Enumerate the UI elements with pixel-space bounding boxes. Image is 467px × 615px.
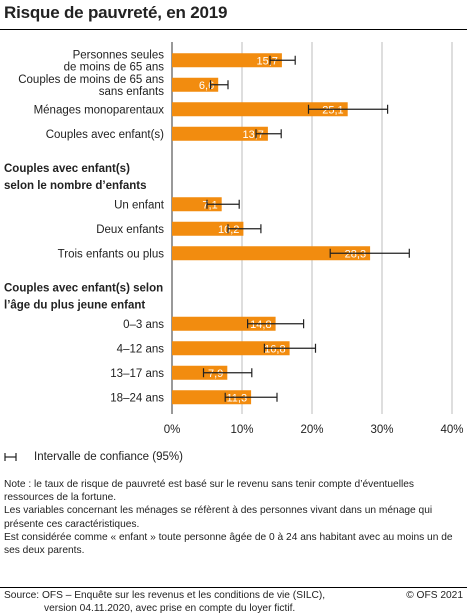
- data-label: 6,6: [199, 80, 214, 92]
- note-line: Les variables concernant les ménages se …: [4, 505, 433, 530]
- data-label: 7,1: [202, 199, 217, 211]
- footer-divider: [0, 587, 467, 588]
- category-label: 0–3 ans: [123, 319, 164, 331]
- bar: [172, 221, 244, 236]
- category-label: 18–24 ans: [110, 392, 164, 404]
- data-label: 13,7: [242, 129, 263, 141]
- copyright: © OFS 2021: [406, 590, 463, 601]
- x-tick-label: 0%: [164, 424, 181, 436]
- ci-legend: Intervalle de confiance (95%): [4, 450, 183, 464]
- data-label: 16,8: [264, 343, 285, 355]
- category-label: sans enfants: [99, 86, 164, 98]
- note-line: Note : le taux de risque de pauvreté est…: [4, 479, 415, 504]
- bar: [172, 77, 219, 92]
- category-label: Couples de moins de 65 ans: [18, 74, 164, 86]
- bar: [172, 53, 282, 68]
- data-label: 7,9: [208, 368, 223, 380]
- source-line-2: version 04.11.2020, avec prise en compte…: [44, 602, 296, 614]
- source-text: Source: OFS – Enquête sur les revenus et…: [4, 590, 325, 615]
- bar: [172, 365, 228, 380]
- group-label: Couples avec enfant(s) selon: [4, 283, 163, 295]
- source-line-1: Source: OFS – Enquête sur les revenus et…: [4, 590, 326, 601]
- group-label: selon le nombre d’enfants: [4, 180, 147, 192]
- chart-title: Risque de pauvreté, en 2019: [4, 3, 228, 22]
- ci-legend-icon: [4, 450, 34, 464]
- chart-note: Note : le taux de risque de pauvreté est…: [4, 478, 459, 557]
- ci-legend-label: Intervalle de confiance (95%): [34, 451, 183, 463]
- data-label: 15,7: [256, 55, 277, 67]
- category-label: 4–12 ans: [117, 343, 165, 355]
- bar: [172, 126, 268, 141]
- group-label: l’âge du plus jeune enfant: [4, 300, 145, 312]
- data-label: 14,8: [250, 319, 271, 331]
- category-label: 13–17 ans: [110, 368, 164, 380]
- note-line: Est considérée comme « enfant » toute pe…: [4, 531, 453, 557]
- x-tick-label: 40%: [440, 424, 463, 436]
- bar: [172, 390, 252, 405]
- data-label: 28,3: [345, 248, 366, 260]
- category-label: Couples avec enfant(s): [46, 129, 164, 141]
- category-label: Personnes seules: [73, 49, 165, 61]
- x-tick-label: 20%: [300, 424, 323, 436]
- bar: [172, 246, 371, 261]
- bar: [172, 341, 290, 356]
- title-divider: [0, 29, 467, 30]
- data-label: 10,2: [218, 224, 239, 236]
- category-label: Un enfant: [114, 199, 165, 211]
- category-label: Deux enfants: [96, 224, 164, 236]
- group-label: Couples avec enfant(s): [4, 163, 130, 175]
- x-tick-label: 10%: [230, 424, 253, 436]
- x-tick-label: 30%: [370, 424, 393, 436]
- category-label: Ménages monoparentaux: [34, 104, 165, 116]
- category-label: de moins de 65 ans: [64, 61, 165, 73]
- data-label: 25,1: [322, 104, 343, 116]
- bar: [172, 197, 222, 212]
- category-label: Trois enfants ou plus: [58, 248, 165, 260]
- bar: [172, 316, 276, 331]
- data-label: 11,3: [227, 392, 248, 404]
- bar: [172, 102, 348, 117]
